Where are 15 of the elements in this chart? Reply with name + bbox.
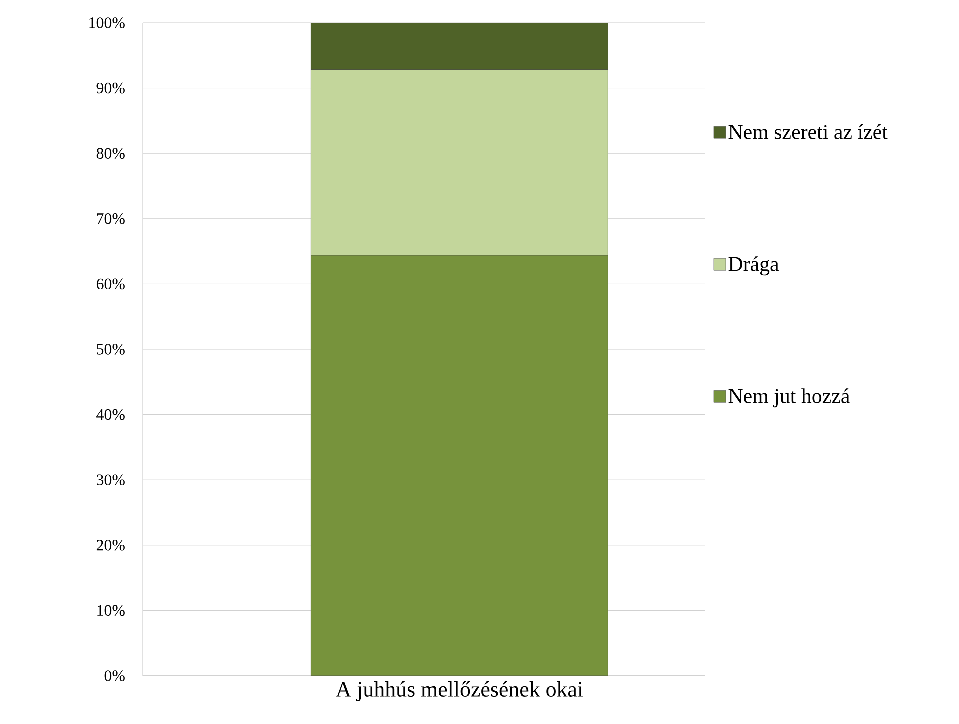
y-tick-label: 30% [97,474,125,486]
y-tick-label: 60% [96,278,125,290]
y-tick-label: 50% [97,344,125,355]
y-tick-label: 0% [104,670,125,682]
y-tick-label: 70% [97,213,125,224]
y-tick-label: 90% [96,82,125,94]
x-tick-label: A juhhús mellőzésének okai [336,682,584,702]
y-tick-label: 100% [90,18,125,28]
y-tick-label: 20% [96,540,125,551]
legend-label: Drága [728,256,780,276]
legend-label: Nem jut hozzá [728,388,850,408]
y-tick-label: 40% [96,409,125,420]
legend-label: Nem szereti az ízét [728,124,888,140]
y-tick-label: 10% [98,605,125,616]
y-tick-label: 80% [96,148,125,159]
